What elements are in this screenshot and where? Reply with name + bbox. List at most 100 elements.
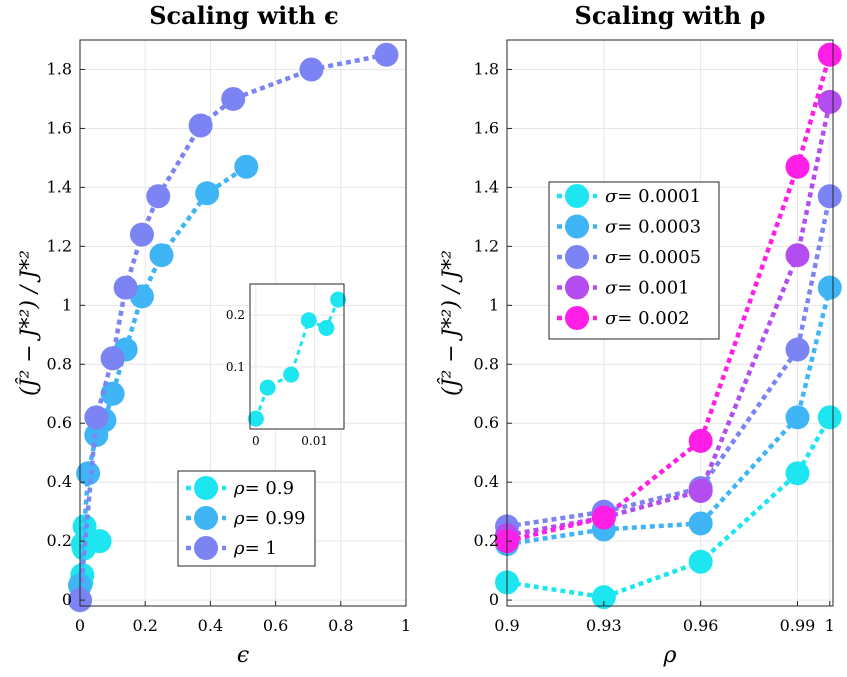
data-point bbox=[100, 346, 125, 371]
data-point bbox=[785, 243, 810, 268]
legend-symbol: ρ bbox=[233, 538, 245, 559]
legend-entry: ρ= 0.9 bbox=[186, 476, 294, 500]
legend-entry: σ= 0.001 bbox=[557, 275, 690, 300]
legend-entry: σ= 0.0003 bbox=[557, 214, 701, 239]
inset-gridlines bbox=[250, 284, 344, 429]
chart-right-x-ticks: 0.9 0.93 0.96 0.99 1 bbox=[494, 601, 835, 635]
data-point bbox=[84, 405, 109, 430]
x-tick-label: 0.2 bbox=[132, 616, 157, 635]
y-tick-label: 1.8 bbox=[47, 59, 72, 78]
legend-value: = 1 bbox=[245, 538, 277, 559]
chart-left-title: Scaling with ϵ bbox=[149, 1, 339, 30]
data-point bbox=[817, 405, 842, 430]
chart-right-title: Scaling with ρ bbox=[575, 1, 766, 30]
y-tick-label: 1.6 bbox=[474, 118, 499, 137]
y-tick-label: 1.6 bbox=[47, 118, 72, 137]
x-tick-label: 0.93 bbox=[586, 616, 622, 635]
legend-label: ρ= 0.9 bbox=[233, 478, 294, 499]
legend-value: = 0.002 bbox=[617, 308, 689, 329]
data-point bbox=[785, 461, 810, 486]
data-point bbox=[785, 405, 810, 430]
series-line bbox=[506, 195, 833, 529]
inset-x-tick-label: 0 bbox=[252, 434, 260, 448]
legend-entry: ρ= 0.99 bbox=[186, 506, 305, 530]
legend-symbol: σ bbox=[605, 247, 618, 268]
y-tick-label: 1 bbox=[62, 295, 72, 314]
legend-label: σ= 0.0005 bbox=[605, 247, 701, 268]
data-point bbox=[591, 505, 616, 530]
data-point bbox=[318, 320, 335, 337]
inset-series bbox=[247, 291, 347, 427]
chart-right-y-ticks: 0 0.2 0.4 0.6 0.8 1 1.2 1.4 1.6 1.8 bbox=[474, 59, 512, 609]
legend-value: = 0.0001 bbox=[617, 186, 701, 207]
data-point bbox=[195, 181, 220, 206]
inset-line bbox=[247, 291, 347, 427]
y-tick-label: 0 bbox=[489, 590, 499, 609]
data-point bbox=[259, 379, 276, 396]
legend-marker bbox=[565, 306, 589, 330]
y-tick-label: 0.6 bbox=[47, 413, 72, 432]
legend-symbol: σ bbox=[605, 217, 618, 238]
inset-background bbox=[250, 284, 344, 429]
legend-marker bbox=[194, 506, 218, 530]
x-tick-label: 0 bbox=[75, 616, 85, 635]
chart-left-legend: ρ= 0.9ρ= 0.99ρ= 1 bbox=[177, 470, 316, 567]
series-line bbox=[77, 164, 248, 586]
data-point bbox=[129, 222, 154, 247]
y-tick-label: 1 bbox=[489, 295, 499, 314]
series-line bbox=[506, 54, 832, 544]
chart-right-ylabel: (Ĵ² − J*²) / J*² bbox=[437, 250, 464, 396]
y-tick-label: 0.4 bbox=[474, 472, 499, 491]
data-point bbox=[300, 312, 317, 329]
legend-entry: ρ= 1 bbox=[186, 536, 277, 560]
x-tick-label: 0.6 bbox=[263, 616, 288, 635]
y-tick-label: 0.8 bbox=[474, 354, 499, 373]
x-tick-label: 0.9 bbox=[494, 616, 519, 635]
legend-symbol: σ bbox=[605, 308, 618, 329]
y-tick-label: 0.8 bbox=[47, 354, 72, 373]
legend-label: σ= 0.0003 bbox=[605, 217, 701, 238]
chart-right-xlabel: ρ bbox=[663, 643, 677, 668]
legend-label: σ= 0.001 bbox=[605, 278, 690, 299]
legend-label: ρ= 1 bbox=[233, 538, 277, 559]
data-point bbox=[688, 511, 713, 536]
data-point bbox=[299, 57, 324, 82]
data-point bbox=[113, 275, 138, 300]
data-point bbox=[149, 243, 174, 268]
x-tick-label: 0.99 bbox=[780, 616, 816, 635]
chart-left-ylabel: (Ĵ² − J*²) / J*² bbox=[15, 250, 42, 396]
legend-value: = 0.99 bbox=[245, 508, 306, 529]
legend-entry: σ= 0.0005 bbox=[557, 245, 701, 269]
legend-marker bbox=[194, 536, 218, 560]
data-point bbox=[87, 529, 112, 554]
data-point bbox=[817, 184, 842, 209]
data-point bbox=[785, 154, 810, 179]
chart-left-x-ticks: 0 0.2 0.4 0.6 0.8 1 bbox=[75, 601, 411, 635]
x-tick-label: 1 bbox=[825, 616, 835, 635]
legend-value: = 0.0003 bbox=[617, 217, 701, 238]
chart-right-series bbox=[495, 42, 842, 610]
series-4 bbox=[495, 42, 842, 554]
inset-y-tick-label: 0.2 bbox=[226, 308, 245, 322]
data-point bbox=[817, 89, 842, 114]
chart-right: Scaling with ρ 0.9 0.93 0.96 0.99 1 00.20.40… bbox=[437, 1, 842, 668]
series-2 bbox=[68, 42, 399, 613]
legend-value: = 0.9 bbox=[245, 478, 294, 499]
data-point bbox=[247, 410, 264, 427]
data-point bbox=[374, 42, 399, 67]
chart-left-inset: 0 0.01 0.1 0.2 bbox=[226, 283, 347, 448]
legend-marker bbox=[565, 184, 589, 208]
data-point bbox=[221, 86, 246, 111]
data-point bbox=[146, 184, 171, 209]
legend-marker bbox=[565, 214, 589, 239]
data-point bbox=[688, 549, 713, 574]
x-tick-label: 0.96 bbox=[683, 616, 719, 635]
legend-marker bbox=[194, 476, 218, 500]
inset-y-tick-label: 0.1 bbox=[226, 360, 245, 374]
y-tick-label: 1.2 bbox=[474, 236, 499, 255]
legend-symbol: ρ bbox=[233, 508, 245, 529]
data-point bbox=[785, 337, 810, 362]
